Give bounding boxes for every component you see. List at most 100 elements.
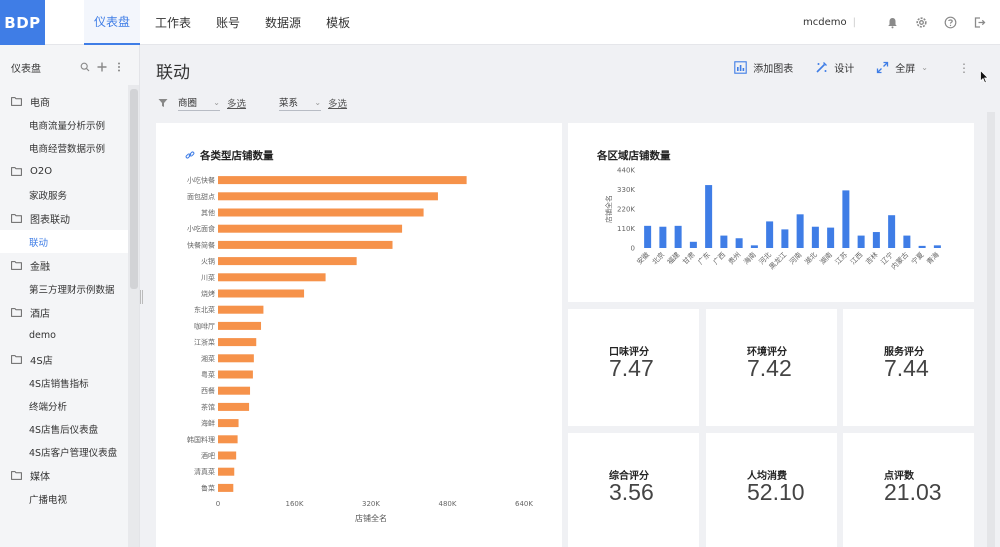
bar-mark[interactable] bbox=[218, 208, 424, 217]
sidebar-group[interactable]: 4S店 bbox=[0, 347, 139, 371]
metric-card-avg-spend[interactable]: 人均消费 52.10 bbox=[706, 433, 837, 547]
bar-mark[interactable] bbox=[218, 192, 438, 201]
user-name[interactable]: mcdemo bbox=[803, 17, 847, 28]
fullscreen-label: 全屏 bbox=[895, 64, 916, 75]
bar-mark[interactable] bbox=[218, 257, 357, 266]
logout-icon[interactable] bbox=[972, 16, 986, 30]
bar-mark[interactable] bbox=[218, 370, 253, 379]
metric-card-overall[interactable]: 综合评分 3.56 bbox=[568, 433, 699, 547]
plus-icon[interactable] bbox=[96, 61, 108, 73]
bar-mark[interactable] bbox=[218, 305, 264, 314]
app-logo[interactable]: BDP bbox=[0, 0, 45, 45]
sidebar-item[interactable]: 第三方理财示例数据 bbox=[29, 284, 115, 296]
column-mark[interactable] bbox=[689, 241, 697, 248]
bell-icon[interactable] bbox=[885, 16, 899, 30]
sidebar-item[interactable]: 4S店售后仪表盘 bbox=[29, 424, 99, 436]
sidebar-tree: 电商电商流量分析示例 电商经营数据示例 O2O 家政服务图表联动 联动 金融第三方理财示例… bbox=[0, 89, 139, 510]
fullscreen-button[interactable]: 全屏 ⌄ bbox=[876, 60, 928, 75]
sidebar-item[interactable]: 电商流量分析示例 bbox=[29, 120, 106, 132]
folder-icon bbox=[11, 166, 22, 176]
add-chart-button[interactable]: 添加图表 bbox=[734, 60, 793, 75]
design-button[interactable]: 设计 bbox=[815, 60, 854, 75]
metric-card-reviews[interactable]: 点评数 21.03 bbox=[843, 433, 974, 547]
sidebar-group[interactable]: O2O bbox=[0, 159, 139, 183]
filter-cuisine-multi[interactable]: 多选 bbox=[328, 99, 348, 110]
filter-district-multi[interactable]: 多选 bbox=[227, 99, 247, 110]
sidebar-item[interactable]: 广播电视 bbox=[29, 494, 68, 506]
sidebar-item[interactable]: 4S店客户管理仪表盘 bbox=[29, 447, 118, 459]
sidebar-item[interactable]: 联动 bbox=[0, 230, 139, 253]
tab-template[interactable]: 模板 bbox=[326, 16, 351, 30]
column-mark[interactable] bbox=[872, 232, 880, 248]
bar-category-label: 小吃快餐 bbox=[187, 176, 215, 185]
filter-select-cuisine[interactable]: 菜系 ⌄ bbox=[279, 95, 322, 111]
column-mark[interactable] bbox=[750, 245, 758, 248]
bar-mark[interactable] bbox=[218, 273, 326, 282]
column-mark[interactable] bbox=[933, 245, 941, 248]
column-mark[interactable] bbox=[918, 245, 926, 248]
tab-dashboard[interactable]: 仪表盘 bbox=[84, 0, 141, 45]
page-more-icon[interactable]: ⋮ bbox=[958, 60, 970, 75]
tab-datasource[interactable]: 数据源 bbox=[265, 16, 302, 30]
metric-value: 7.42 bbox=[747, 355, 792, 381]
column-mark[interactable] bbox=[857, 235, 865, 248]
tab-worksheet[interactable]: 工作表 bbox=[155, 16, 192, 30]
bar-mark[interactable] bbox=[218, 240, 393, 249]
bar-mark[interactable] bbox=[218, 354, 254, 363]
sidebar-group[interactable]: 媒体 bbox=[0, 463, 139, 487]
column-mark[interactable] bbox=[796, 214, 804, 248]
bar-mark[interactable] bbox=[218, 467, 235, 476]
column-mark[interactable] bbox=[781, 229, 789, 248]
column-mark[interactable] bbox=[720, 235, 728, 248]
column-mark[interactable] bbox=[811, 226, 819, 248]
column-mark[interactable] bbox=[674, 225, 682, 248]
metric-card-taste[interactable]: 口味评分 7.47 bbox=[568, 309, 699, 426]
top-bar: BDP 仪表盘 工作表 账号 数据源 模板 mcdemo | bbox=[0, 0, 1000, 45]
sidebar-scrollbar[interactable] bbox=[128, 85, 139, 547]
sidebar-scroll-thumb[interactable] bbox=[130, 89, 138, 289]
sidebar-group[interactable]: 电商 bbox=[0, 89, 139, 113]
bar-mark[interactable] bbox=[218, 338, 257, 347]
folder-icon bbox=[11, 213, 22, 223]
bar-mark[interactable] bbox=[218, 289, 305, 298]
sidebar-item[interactable]: 终端分析 bbox=[29, 401, 68, 413]
column-mark[interactable] bbox=[888, 215, 896, 248]
sidebar-group[interactable]: 酒店 bbox=[0, 300, 139, 324]
bar-mark[interactable] bbox=[218, 321, 262, 330]
column-mark[interactable] bbox=[735, 238, 743, 248]
bar-mark[interactable] bbox=[218, 176, 467, 185]
bar-mark[interactable] bbox=[218, 419, 239, 428]
column-mark[interactable] bbox=[659, 226, 667, 248]
bar-mark[interactable] bbox=[218, 435, 238, 444]
column-mark[interactable] bbox=[827, 227, 835, 248]
y-tick-label: 440K bbox=[617, 167, 635, 175]
metric-card-service[interactable]: 服务评分 7.44 bbox=[843, 309, 974, 426]
tab-account[interactable]: 账号 bbox=[216, 16, 241, 30]
gear-icon[interactable] bbox=[914, 16, 928, 30]
sidebar-group[interactable]: 图表联动 bbox=[0, 206, 139, 230]
column-mark[interactable] bbox=[705, 185, 713, 248]
sidebar-item[interactable]: 家政服务 bbox=[29, 190, 68, 202]
column-mark[interactable] bbox=[842, 190, 850, 248]
help-icon[interactable] bbox=[943, 16, 957, 30]
filter-select-district[interactable]: 商圈 ⌄ bbox=[178, 95, 220, 111]
bar-mark[interactable] bbox=[218, 402, 250, 411]
sidebar-resize-handle[interactable] bbox=[140, 290, 143, 304]
column-mark[interactable] bbox=[766, 221, 774, 248]
sidebar-group[interactable]: 金融 bbox=[0, 253, 139, 277]
sidebar-item[interactable]: demo bbox=[29, 330, 56, 341]
bar-mark[interactable] bbox=[218, 451, 237, 460]
more-icon[interactable] bbox=[113, 61, 125, 73]
bar-mark[interactable] bbox=[218, 224, 403, 233]
column-category-label: 江苏 bbox=[833, 250, 849, 266]
column-category-label: 北京 bbox=[650, 250, 666, 266]
sidebar-item[interactable]: 4S店销售指标 bbox=[29, 378, 89, 390]
column-mark[interactable] bbox=[644, 225, 652, 248]
bar-mark[interactable] bbox=[218, 483, 234, 492]
sidebar-item[interactable]: 电商经营数据示例 bbox=[29, 143, 106, 155]
column-mark[interactable] bbox=[903, 235, 911, 248]
main-scrollbar[interactable] bbox=[987, 112, 995, 547]
search-icon[interactable] bbox=[79, 61, 91, 73]
bar-mark[interactable] bbox=[218, 386, 251, 395]
metric-card-environment[interactable]: 环境评分 7.42 bbox=[706, 309, 837, 426]
